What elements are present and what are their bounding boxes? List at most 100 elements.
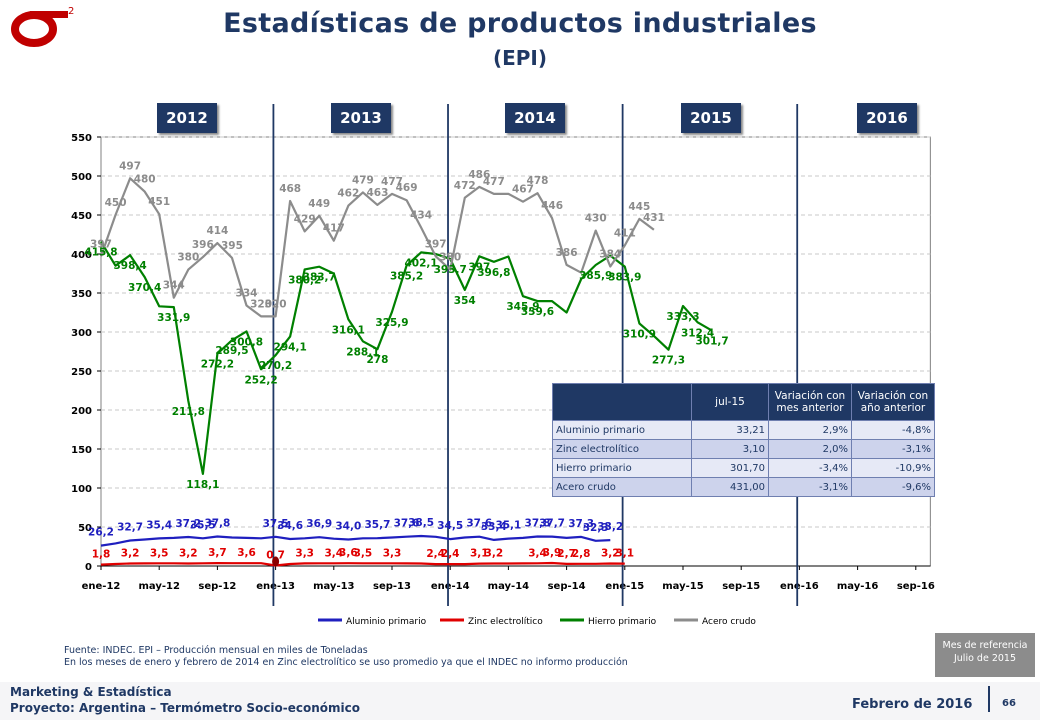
x-tick-label: may-16 xyxy=(837,581,878,592)
x-tick-label: ene-13 xyxy=(256,581,295,592)
y-tick-label: 250 xyxy=(71,367,92,378)
data-label: 397 xyxy=(425,238,447,250)
row-value: 3,10 xyxy=(691,439,769,459)
footer-date: Febrero de 2016 xyxy=(852,697,973,712)
y-tick-label: 400 xyxy=(71,250,92,261)
year-label-2012: 2012 xyxy=(157,103,217,133)
legend-label: Zinc electrolítico xyxy=(468,617,543,627)
page-subtitle: (EPI) xyxy=(492,46,548,70)
y-tick-label: 450 xyxy=(71,211,92,222)
data-label: 395 xyxy=(221,240,243,252)
data-label: 339,6 xyxy=(521,306,554,318)
data-label: 3,5 xyxy=(150,547,169,559)
data-label: 35,1 xyxy=(495,520,521,532)
data-label: 393,7 xyxy=(434,264,467,276)
data-label: 37,5 xyxy=(263,518,289,530)
data-label: 3,6 xyxy=(237,547,256,559)
data-label: 450 xyxy=(105,197,127,209)
data-label: 32,7 xyxy=(117,521,143,533)
data-label: 277,3 xyxy=(652,355,685,367)
data-label: 37,6 xyxy=(466,518,492,530)
data-label: 2,7 xyxy=(557,548,576,560)
row-label: Zinc electrolítico xyxy=(552,439,692,459)
svg-text:2: 2 xyxy=(68,6,74,17)
data-label: 3,7 xyxy=(208,547,227,559)
data-label: 320 xyxy=(250,298,272,310)
data-label: 380 xyxy=(177,252,199,264)
data-label: 3,2 xyxy=(485,548,504,560)
outlier-marker xyxy=(272,556,280,567)
data-label: 312,4 xyxy=(681,327,714,339)
data-label: 270,2 xyxy=(259,360,292,372)
data-label: 36,9 xyxy=(306,518,332,530)
table-row: Aluminio primario 33,21 2,9% -4,8% xyxy=(552,420,935,440)
data-label: 430 xyxy=(585,213,607,225)
reference-line-1: Mes de referencia xyxy=(942,640,1028,651)
data-label: 3,3 xyxy=(383,547,402,559)
data-label: 383,9 xyxy=(608,272,641,284)
year-label-2015: 2015 xyxy=(681,103,741,133)
data-label: 331,9 xyxy=(157,312,190,324)
y-tick-label: 0 xyxy=(85,562,92,573)
sigma-logo: 2 xyxy=(11,6,74,47)
data-label: 0,7 xyxy=(266,549,285,561)
data-label: 472 xyxy=(454,180,476,192)
data-label: 479 xyxy=(352,174,374,186)
data-label: 34,5 xyxy=(437,520,463,532)
series-line-hierro-primario xyxy=(100,241,713,475)
data-label: 118,1 xyxy=(186,479,219,491)
data-label: 26,2 xyxy=(88,527,114,539)
data-label: 478 xyxy=(527,175,549,187)
row-yoy: -3,1% xyxy=(851,439,935,459)
row-label: Acero crudo xyxy=(552,477,692,497)
footer-divider xyxy=(988,686,990,712)
y-tick-label: 50 xyxy=(78,523,92,534)
data-label: 300,8 xyxy=(230,336,263,348)
data-label: 462 xyxy=(337,188,359,200)
row-mom: -3,4% xyxy=(768,458,852,478)
x-tick-label: ene-12 xyxy=(82,581,121,592)
data-label: 37,8 xyxy=(204,518,230,530)
data-label: 386 xyxy=(556,247,578,259)
year-label-2016: 2016 xyxy=(857,103,917,133)
data-label: 37,6 xyxy=(394,518,420,530)
data-label: 397 xyxy=(468,261,490,273)
row-label: Hierro primario xyxy=(552,458,692,478)
legend-label: Aluminio primario xyxy=(346,617,427,627)
data-label: 37,7 xyxy=(539,518,565,530)
footer-line-1: Marketing & Estadística xyxy=(10,685,172,699)
data-label: 1,8 xyxy=(92,549,111,561)
y-tick-label: 100 xyxy=(71,484,92,495)
data-label: 398,4 xyxy=(113,260,146,272)
data-label: 380,2 xyxy=(288,274,321,286)
table-header-month: jul-15 xyxy=(691,383,769,421)
data-label: 497 xyxy=(119,160,141,172)
data-label: 35,7 xyxy=(364,519,390,531)
x-tick-label: sep-13 xyxy=(373,581,411,592)
y-tick-label: 350 xyxy=(71,289,92,300)
data-label: 385,2 xyxy=(390,271,423,283)
data-label: 3,2 xyxy=(601,548,620,560)
data-label: 3,6 xyxy=(339,547,358,559)
data-label: 354 xyxy=(454,295,476,307)
data-label: 449 xyxy=(308,198,330,210)
row-label: Aluminio primario xyxy=(552,420,692,440)
data-label: 370,4 xyxy=(128,282,161,294)
data-label: 486 xyxy=(468,169,490,181)
x-tick-label: may-14 xyxy=(488,581,529,592)
data-label: 384 xyxy=(599,248,621,260)
x-tick-label: sep-15 xyxy=(722,581,760,592)
data-label: 380 xyxy=(439,252,461,264)
data-label: 278 xyxy=(366,354,388,366)
data-label: 431 xyxy=(643,212,665,224)
y-tick-label: 300 xyxy=(71,328,92,339)
data-label: 468 xyxy=(279,183,301,195)
data-label: 429 xyxy=(294,213,316,225)
data-label: 463 xyxy=(366,187,388,199)
data-label: 37,2 xyxy=(175,518,201,530)
data-label: 480 xyxy=(134,174,156,186)
table-row: Acero crudo 431,00 -3,1% -9,6% xyxy=(552,477,935,497)
data-label: 33,2 xyxy=(597,521,623,533)
row-yoy: -9,6% xyxy=(851,477,935,497)
data-label: 33,4 xyxy=(481,521,507,533)
